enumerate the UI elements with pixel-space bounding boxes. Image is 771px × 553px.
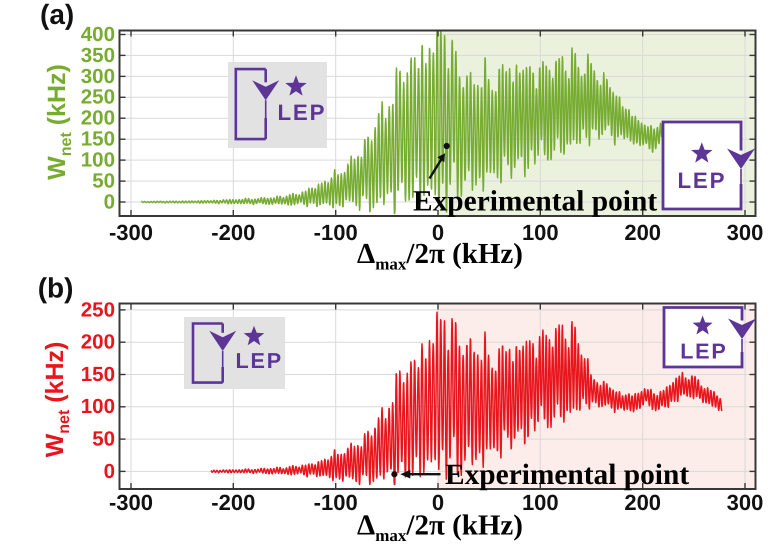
svg-text:200: 200 — [624, 490, 661, 515]
svg-text:-100: -100 — [314, 490, 358, 515]
svg-text:200: 200 — [81, 331, 115, 354]
svg-text:LEP: LEP — [678, 168, 727, 193]
svg-text:0: 0 — [104, 190, 115, 213]
svg-text:200: 200 — [624, 220, 661, 245]
svg-text:150: 150 — [81, 128, 115, 151]
svg-text:(b): (b) — [38, 273, 74, 304]
svg-text:0: 0 — [432, 220, 444, 245]
svg-text:300: 300 — [81, 65, 115, 88]
svg-text:250: 250 — [81, 86, 115, 109]
svg-text:200: 200 — [81, 107, 115, 130]
svg-text:50: 50 — [92, 428, 115, 451]
svg-text:LEP: LEP — [680, 339, 727, 364]
svg-text:Wnet (kHz): Wnet (kHz) — [43, 64, 75, 180]
svg-text:400: 400 — [81, 23, 115, 46]
svg-text:LEP: LEP — [278, 100, 327, 125]
svg-text:LEP: LEP — [236, 348, 283, 373]
svg-text:50: 50 — [92, 170, 115, 193]
svg-text:-300: -300 — [109, 490, 153, 515]
svg-text:-100: -100 — [314, 220, 358, 245]
svg-text:0: 0 — [104, 460, 115, 483]
svg-text:Experimental point: Experimental point — [413, 186, 657, 218]
svg-text:100: 100 — [522, 220, 559, 245]
svg-text:100: 100 — [522, 490, 559, 515]
svg-text:250: 250 — [81, 298, 115, 321]
svg-text:100: 100 — [81, 395, 115, 418]
svg-text:-200: -200 — [211, 220, 255, 245]
svg-text:Δmax/2π (kHz): Δmax/2π (kHz) — [357, 510, 523, 546]
svg-text:Experimental point: Experimental point — [445, 459, 689, 491]
svg-text:350: 350 — [81, 44, 115, 67]
svg-text:-200: -200 — [211, 490, 255, 515]
svg-text:Wnet (kHz): Wnet (kHz) — [41, 342, 73, 458]
svg-text:0: 0 — [432, 490, 444, 515]
svg-text:-300: -300 — [109, 220, 153, 245]
svg-text:150: 150 — [81, 363, 115, 386]
svg-text:300: 300 — [727, 490, 764, 515]
svg-text:100: 100 — [81, 149, 115, 172]
svg-text:(a): (a) — [40, 0, 74, 30]
svg-text:300: 300 — [727, 220, 764, 245]
svg-text:Δmax/2π (kHz): Δmax/2π (kHz) — [357, 238, 523, 274]
